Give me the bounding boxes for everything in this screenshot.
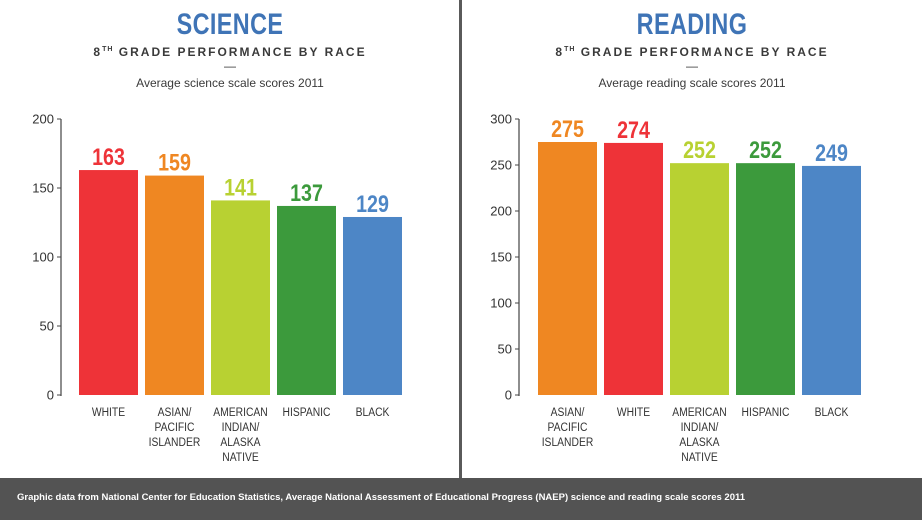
- x-tick-label: BLACK: [356, 406, 390, 419]
- y-tick-label: 0: [47, 388, 54, 403]
- y-tick-label: 150: [32, 181, 54, 196]
- bar: [538, 142, 597, 395]
- data-label: 137: [290, 179, 323, 206]
- bar: [343, 216, 402, 395]
- x-tick-label-line: PACIFIC: [548, 421, 588, 434]
- x-tick-label: AMERICAN INDIAN/ALASKA NATIVE: [213, 406, 267, 464]
- subtitle-grade: 8: [93, 45, 103, 59]
- subtitle-separator: —: [686, 59, 698, 73]
- subtitle-text: GRADE PERFORMANCE BY RACE: [575, 45, 829, 59]
- subtitle-text: GRADE PERFORMANCE BY RACE: [113, 45, 367, 59]
- data-label: 275: [551, 115, 584, 142]
- x-tick-label-line: AMERICAN: [672, 406, 726, 419]
- bar: [802, 165, 861, 395]
- x-tick-label-line: WHITE: [92, 406, 125, 419]
- x-tick-label-line: ISLANDER: [149, 436, 201, 449]
- x-tick-label-line: ALASKA: [220, 436, 261, 449]
- x-tick-label-line: BLACK: [356, 406, 390, 419]
- subtitle-ordinal: TH: [564, 46, 576, 53]
- x-tick-label-line: BLACK: [815, 406, 849, 419]
- x-tick-label-line: AMERICAN: [213, 406, 267, 419]
- y-tick-label: 100: [490, 296, 512, 311]
- chart-title: SCIENCE: [176, 8, 284, 41]
- data-label: 252: [683, 136, 716, 163]
- data-label: 159: [158, 149, 191, 176]
- bar: [736, 163, 795, 395]
- chart-caption: Average reading scale scores 2011: [598, 76, 786, 90]
- science-panel: SCIENCE 8TH GRADE PERFORMANCE BY RACE — …: [0, 0, 460, 478]
- chart-subtitle: 8TH GRADE PERFORMANCE BY RACE: [0, 45, 460, 59]
- x-tick-label-line: HISPANIC: [283, 406, 331, 419]
- science-bar-chart: 0 50 100 150 200 163 WHITE 159 ASIAN/PACIFIC ISLA…: [32, 112, 402, 464]
- bar: [79, 170, 138, 395]
- x-tick-label-line: INDIAN/: [222, 421, 261, 434]
- x-tick-label-line: ALASKA: [679, 436, 720, 449]
- bar: [604, 142, 663, 395]
- bar: [670, 163, 729, 395]
- x-tick-label-line: ASIAN/: [551, 406, 586, 419]
- bar: [277, 205, 336, 395]
- source-note: Graphic data from National Center for Ed…: [17, 492, 746, 503]
- data-label: 274: [617, 116, 651, 143]
- x-tick-label: BLACK: [815, 406, 849, 419]
- x-tick-label: ASIAN/PACIFIC ISLANDER: [149, 406, 201, 449]
- x-tick-label-line: ASIAN/: [158, 406, 193, 419]
- x-tick-label-line: WHITE: [617, 406, 650, 419]
- y-tick-label: 100: [32, 250, 54, 265]
- y-tick-label: 250: [490, 158, 512, 173]
- y-tick-label: 150: [490, 250, 512, 265]
- x-tick-label: ASIAN/PACIFIC ISLANDER: [542, 406, 594, 449]
- data-label: 252: [749, 136, 782, 163]
- subtitle-ordinal: TH: [102, 46, 114, 53]
- y-tick-label: 50: [498, 342, 512, 357]
- source-footer: Graphic data from National Center for Ed…: [0, 478, 922, 520]
- x-tick-label-line: ISLANDER: [542, 436, 594, 449]
- x-tick-label-line: INDIAN/: [681, 421, 720, 434]
- subtitle-grade: 8: [555, 45, 565, 59]
- data-label: 141: [224, 174, 257, 201]
- x-tick-label: WHITE: [92, 406, 125, 419]
- x-tick-label: WHITE: [617, 406, 650, 419]
- chart-caption: Average science scale scores 2011: [136, 76, 324, 90]
- panel-divider: [459, 0, 462, 478]
- x-tick-label-line: NATIVE: [222, 451, 258, 464]
- data-label: 249: [815, 139, 848, 166]
- y-tick-label: 50: [40, 319, 54, 334]
- chart-subtitle: 8TH GRADE PERFORMANCE BY RACE: [462, 45, 922, 59]
- bar: [145, 175, 204, 395]
- x-tick-label-line: NATIVE: [681, 451, 717, 464]
- y-tick-label: 200: [490, 204, 512, 219]
- chart-title: READING: [636, 8, 748, 41]
- x-tick-label: HISPANIC: [742, 406, 790, 419]
- x-tick-label-line: PACIFIC: [155, 421, 195, 434]
- data-label: 129: [356, 190, 389, 217]
- reading-bar-chart: 0 50 100 150 200 250 300 275 ASIAN/PACIFIC ISLAND…: [490, 112, 861, 464]
- subtitle-separator: —: [224, 59, 236, 73]
- reading-panel: READING 8TH GRADE PERFORMANCE BY RACE — …: [462, 0, 922, 478]
- x-tick-label: HISPANIC: [283, 406, 331, 419]
- y-tick-label: 0: [505, 388, 512, 403]
- y-tick-label: 200: [32, 112, 54, 127]
- data-label: 163: [92, 143, 125, 170]
- x-tick-label: AMERICAN INDIAN/ALASKA NATIVE: [672, 406, 726, 464]
- x-tick-label-line: HISPANIC: [742, 406, 790, 419]
- y-tick-label: 300: [490, 112, 512, 127]
- bar: [211, 200, 270, 395]
